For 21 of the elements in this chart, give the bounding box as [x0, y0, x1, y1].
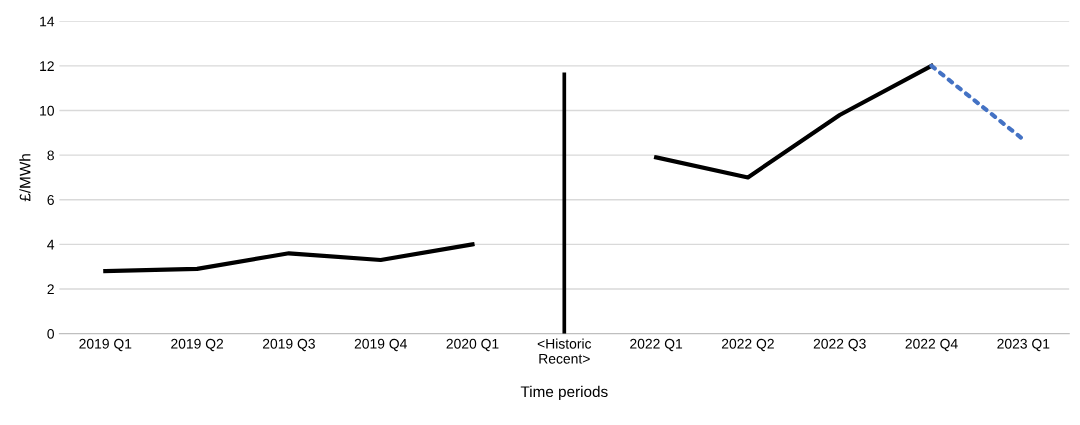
y-tick-label: 14 [40, 16, 55, 27]
x-tick-label: 2023 Q1 [997, 338, 1050, 352]
y-axis-title: £/MWh [19, 154, 31, 202]
x-tick-label: 2022 Q1 [630, 338, 683, 352]
x-tick-label: 2019 Q3 [262, 338, 315, 352]
y-tick-label: 4 [47, 239, 55, 250]
x-tick-label: 2020 Q1 [446, 338, 499, 352]
x-tick-label: 2022 Q2 [721, 338, 774, 352]
x-tick-label: 2019 Q2 [171, 338, 224, 352]
x-tick-label: <Historic Recent> [537, 338, 592, 364]
x-axis-title: Time periods [520, 385, 608, 401]
y-tick-label: 10 [40, 105, 54, 116]
x-tick-label: 2019 Q1 [79, 338, 132, 352]
x-tick-label: 2022 Q4 [905, 338, 958, 352]
y-tick-label: 12 [40, 61, 54, 71]
y-tick-label: 8 [47, 150, 54, 161]
x-tick-label: 2019 Q4 [354, 338, 407, 352]
y-tick-label: 0 [47, 328, 54, 339]
x-tick-label: 2022 Q3 [813, 338, 866, 352]
y-tick-label: 6 [47, 195, 54, 205]
y-tick-label: 2 [47, 284, 54, 295]
